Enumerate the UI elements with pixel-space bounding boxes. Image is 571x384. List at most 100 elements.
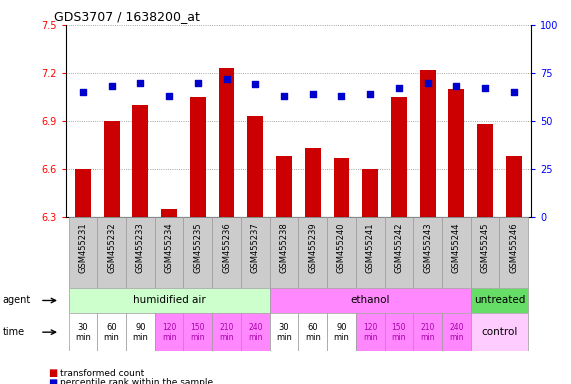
Bar [471, 288, 528, 313]
Bar [442, 313, 471, 351]
Bar [413, 313, 442, 351]
Bar [471, 217, 500, 288]
Text: 60
min: 60 min [305, 323, 321, 341]
Text: 60
min: 60 min [104, 323, 119, 341]
Point [365, 91, 375, 97]
Text: GSM455241: GSM455241 [365, 223, 375, 273]
Text: GSM455243: GSM455243 [423, 223, 432, 273]
Text: GSM455232: GSM455232 [107, 223, 116, 273]
Text: ■: ■ [49, 378, 58, 384]
Text: 30
min: 30 min [276, 323, 292, 341]
Text: GSM455238: GSM455238 [279, 223, 288, 273]
Point [395, 85, 404, 91]
Bar [298, 313, 327, 351]
Bar [132, 105, 148, 217]
Point [423, 79, 432, 86]
Bar [97, 313, 126, 351]
Bar [384, 313, 413, 351]
Bar [104, 121, 119, 217]
Point [164, 93, 174, 99]
Text: transformed count: transformed count [60, 369, 144, 378]
Text: GSM455236: GSM455236 [222, 223, 231, 273]
Text: humidified air: humidified air [132, 295, 206, 306]
Text: percentile rank within the sample: percentile rank within the sample [60, 378, 213, 384]
Bar [327, 217, 356, 288]
Text: GDS3707 / 1638200_at: GDS3707 / 1638200_at [54, 10, 200, 23]
Bar [161, 209, 177, 217]
Text: GSM455233: GSM455233 [136, 223, 145, 273]
Text: time: time [3, 327, 25, 337]
Point [337, 93, 346, 99]
Bar [212, 313, 241, 351]
Bar [270, 313, 299, 351]
Text: GSM455231: GSM455231 [78, 223, 87, 273]
Point [136, 79, 145, 86]
Text: agent: agent [3, 295, 31, 306]
Bar [356, 313, 384, 351]
Bar [276, 156, 292, 217]
Bar [190, 97, 206, 217]
Bar [333, 158, 349, 217]
Bar [69, 217, 97, 288]
Bar [356, 217, 384, 288]
Bar [384, 217, 413, 288]
Point [78, 89, 87, 95]
Point [222, 76, 231, 82]
Text: ethanol: ethanol [351, 295, 390, 306]
Point [251, 81, 260, 88]
Bar [506, 156, 522, 217]
Text: GSM455242: GSM455242 [395, 223, 403, 273]
Bar [183, 217, 212, 288]
Point [279, 93, 288, 99]
Text: GSM455239: GSM455239 [308, 223, 317, 273]
Text: control: control [481, 327, 518, 337]
Bar [448, 89, 464, 217]
Point [308, 91, 317, 97]
Bar [413, 217, 442, 288]
Bar [212, 217, 241, 288]
Bar [442, 217, 471, 288]
Text: 150
min: 150 min [191, 323, 205, 341]
Bar [270, 288, 471, 313]
Text: 210
min: 210 min [219, 323, 234, 341]
Bar [298, 217, 327, 288]
Bar [241, 217, 270, 288]
Text: GSM455244: GSM455244 [452, 223, 461, 273]
Point [452, 83, 461, 89]
Text: 210
min: 210 min [420, 323, 435, 341]
Bar [327, 313, 356, 351]
Bar [155, 313, 183, 351]
Bar [183, 313, 212, 351]
Bar [391, 97, 407, 217]
Text: 30
min: 30 min [75, 323, 91, 341]
Bar [69, 313, 97, 351]
Bar [126, 217, 155, 288]
Bar [500, 217, 528, 288]
Bar [241, 313, 270, 351]
Text: 120
min: 120 min [162, 323, 176, 341]
Text: GSM455240: GSM455240 [337, 223, 346, 273]
Bar [420, 70, 436, 217]
Point [481, 85, 490, 91]
Point [193, 79, 202, 86]
Text: GSM455237: GSM455237 [251, 223, 260, 273]
Bar [362, 169, 378, 217]
Text: 120
min: 120 min [363, 323, 377, 341]
Bar [155, 217, 183, 288]
Bar [219, 68, 235, 217]
Bar [97, 217, 126, 288]
Text: ■: ■ [49, 368, 58, 378]
Bar [69, 288, 270, 313]
Point [107, 83, 116, 89]
Bar [75, 169, 91, 217]
Bar [477, 124, 493, 217]
Text: 240
min: 240 min [248, 323, 263, 341]
Text: GSM455234: GSM455234 [164, 223, 174, 273]
Text: GSM455246: GSM455246 [509, 223, 518, 273]
Text: 240
min: 240 min [449, 323, 464, 341]
Bar [471, 313, 528, 351]
Bar [247, 116, 263, 217]
Text: GSM455245: GSM455245 [481, 223, 489, 273]
Text: GSM455235: GSM455235 [194, 223, 202, 273]
Text: 150
min: 150 min [392, 323, 406, 341]
